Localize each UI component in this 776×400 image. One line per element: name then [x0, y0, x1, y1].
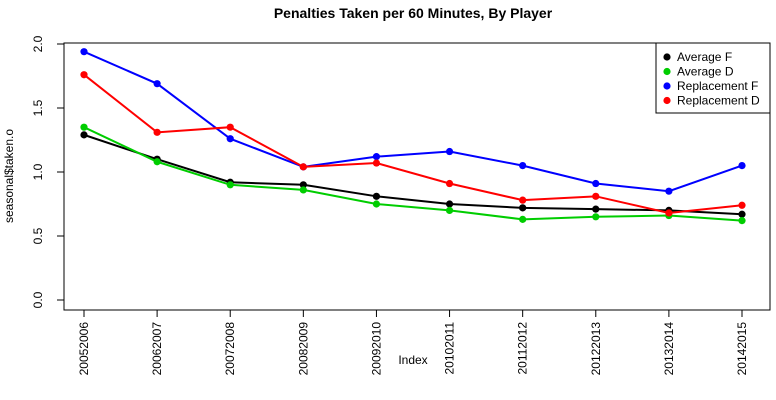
data-point-replacement-d [80, 71, 88, 79]
data-point-average-f [80, 131, 88, 139]
data-point-replacement-d [226, 123, 234, 131]
chart-title: Penalties Taken per 60 Minutes, By Playe… [274, 5, 553, 21]
data-point-replacement-d [665, 209, 673, 217]
legend-marker [663, 82, 671, 90]
legend-label: Replacement F [677, 79, 758, 93]
x-tick-label: 20062007 [150, 322, 164, 376]
x-tick-label: 20082009 [296, 322, 310, 376]
x-tick-label: 20142015 [735, 322, 749, 376]
x-tick-label: 20102011 [443, 322, 457, 375]
y-axis: 0.0 0.5 1.0 1.5 2.0 [31, 35, 65, 308]
data-point-average-d [445, 206, 454, 214]
data-point-average-d [299, 186, 307, 194]
data-point-replacement-f [519, 162, 527, 170]
data-point-replacement-f [665, 187, 673, 195]
x-axis: 20052006 20062007 20072008 20082009 20092010… [77, 309, 749, 376]
series-layer [80, 48, 746, 225]
series-line-average-f [83, 133, 743, 216]
data-point-replacement-f [153, 80, 161, 88]
data-point-replacement-d [519, 196, 527, 204]
legend-label: Average D [677, 65, 734, 79]
x-tick-label: 20052006 [77, 322, 91, 376]
data-point-replacement-d [372, 159, 381, 167]
data-point-average-d [153, 158, 161, 166]
data-point-average-d [80, 123, 88, 131]
data-point-replacement-f [80, 48, 88, 56]
data-point-average-f [738, 210, 746, 218]
data-point-replacement-f [445, 147, 454, 156]
data-point-average-f [372, 192, 381, 200]
data-point-replacement-f [372, 153, 381, 161]
y-tick-label: 2.0 [31, 35, 45, 52]
x-tick-label: 20112012 [516, 322, 530, 375]
y-tick-label: 0.0 [31, 291, 45, 308]
data-point-average-d [519, 215, 527, 223]
series-line-replacement-f [83, 50, 743, 193]
legend-marker [663, 96, 671, 105]
data-point-replacement-d [592, 192, 600, 200]
data-point-average-d [592, 213, 600, 221]
series-replacement-d [80, 71, 746, 217]
series-line-replacement-d [83, 73, 743, 214]
data-point-replacement-f [592, 179, 600, 188]
data-point-replacement-d [153, 128, 161, 136]
data-point-replacement-d [445, 179, 454, 188]
y-tick-label: 1.5 [31, 99, 45, 116]
series-replacement-f [80, 48, 746, 195]
data-point-average-f [299, 181, 307, 189]
y-tick-label: 0.5 [31, 227, 45, 244]
data-point-replacement-f [738, 162, 746, 170]
data-point-replacement-d [738, 201, 746, 209]
x-tick-label: 20132014 [662, 322, 676, 376]
legend-label: Replacement D [677, 94, 760, 108]
legend-label: Average F [677, 50, 732, 64]
data-point-replacement-d [299, 163, 307, 171]
x-tick-label: 20072008 [223, 322, 237, 376]
data-point-average-f [592, 205, 600, 213]
series-line-average-d [83, 126, 743, 222]
series-average-f [80, 131, 746, 218]
x-axis-title: Index [398, 353, 427, 367]
legend-box [655, 42, 771, 114]
x-tick-label: 20092010 [369, 322, 383, 376]
data-point-average-f [519, 204, 527, 212]
data-point-average-f [445, 200, 454, 208]
x-tick-label: 20122013 [589, 322, 603, 376]
data-point-replacement-f [226, 135, 234, 143]
legend-marker [663, 53, 671, 61]
data-point-average-d [372, 200, 381, 208]
y-axis-title: seasonal$taken.o [2, 129, 16, 223]
legend-marker [663, 67, 671, 76]
data-point-average-d [738, 217, 746, 225]
y-tick-label: 1.0 [31, 163, 45, 180]
data-point-average-d [226, 181, 234, 189]
